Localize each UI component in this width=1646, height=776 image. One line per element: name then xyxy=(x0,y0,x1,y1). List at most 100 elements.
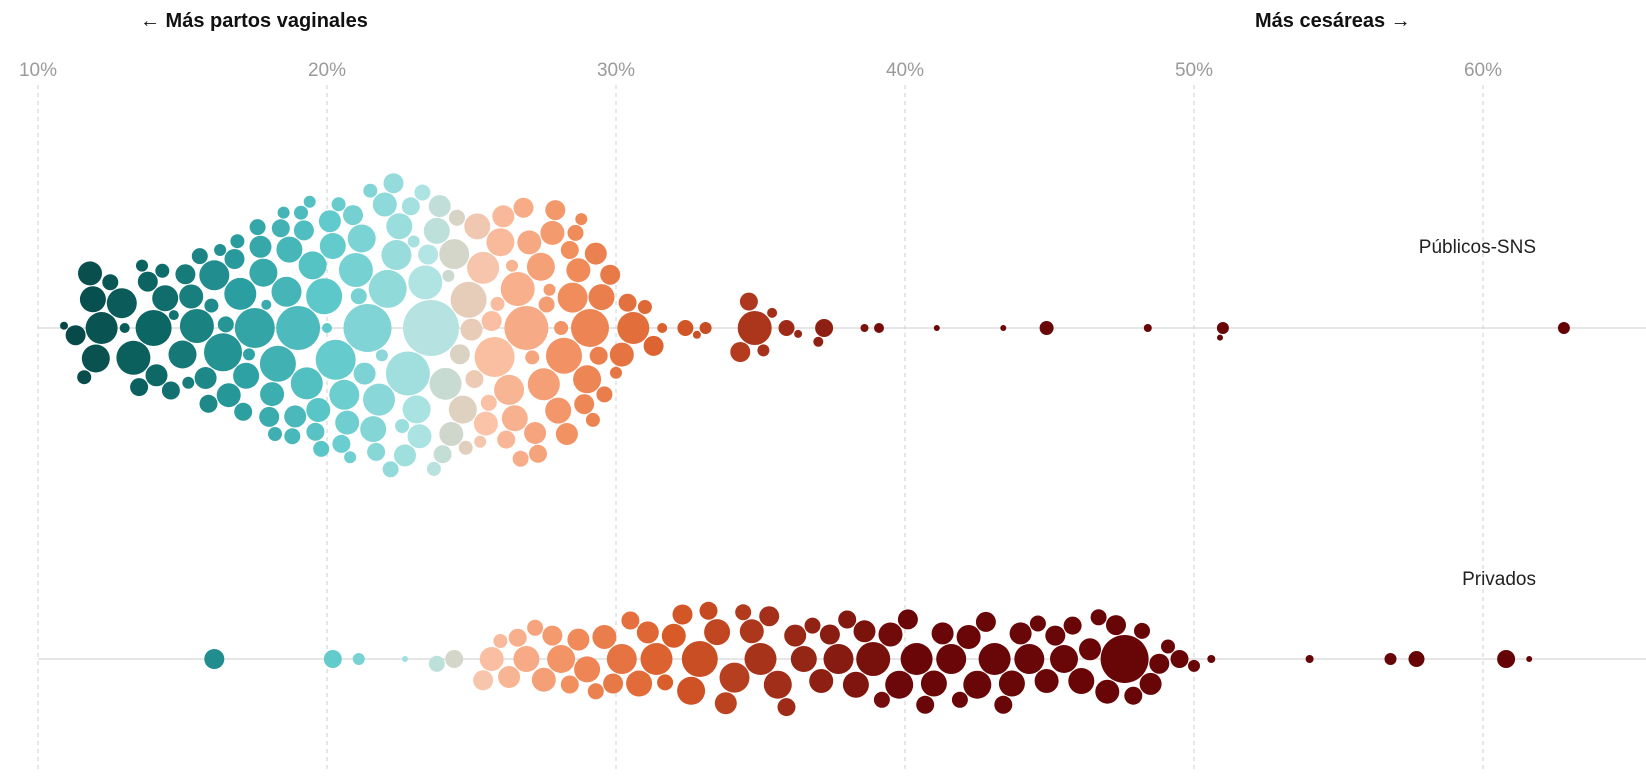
data-point xyxy=(637,300,652,314)
data-point xyxy=(739,292,758,311)
data-point xyxy=(1139,672,1162,695)
data-point xyxy=(473,411,498,436)
data-point xyxy=(293,220,314,241)
data-point xyxy=(524,422,547,444)
data-point xyxy=(306,422,325,441)
data-point xyxy=(418,244,439,265)
data-point xyxy=(480,394,497,411)
data-point xyxy=(1216,322,1229,334)
data-point xyxy=(860,324,869,332)
data-point xyxy=(217,316,234,333)
data-point xyxy=(449,344,470,365)
data-point xyxy=(224,277,257,310)
data-point xyxy=(567,224,584,241)
data-point xyxy=(322,323,332,333)
data-point xyxy=(179,309,214,343)
data-point xyxy=(298,251,327,280)
data-point xyxy=(681,641,718,677)
data-point xyxy=(1063,616,1082,635)
data-point xyxy=(531,667,556,692)
data-point xyxy=(216,383,241,408)
data-point xyxy=(592,625,617,649)
data-point xyxy=(481,311,502,331)
data-point xyxy=(306,398,331,422)
data-point xyxy=(603,673,624,694)
data-point xyxy=(116,340,151,375)
data-point xyxy=(672,604,693,625)
data-point xyxy=(155,263,170,278)
data-point xyxy=(1207,655,1216,663)
data-point xyxy=(318,210,341,233)
data-point xyxy=(77,370,92,385)
data-point xyxy=(79,286,106,313)
data-point xyxy=(956,625,981,649)
data-point xyxy=(407,235,420,248)
data-point xyxy=(368,269,407,308)
data-point xyxy=(588,284,615,311)
data-point xyxy=(363,183,378,198)
data-point xyxy=(249,235,272,258)
data-point xyxy=(1034,669,1059,693)
series-label: Privados xyxy=(1462,569,1536,590)
data-point xyxy=(494,374,525,405)
data-point xyxy=(182,376,195,389)
data-point xyxy=(513,646,540,672)
data-point xyxy=(315,339,356,380)
data-point xyxy=(543,283,556,296)
data-point xyxy=(560,675,579,694)
data-point xyxy=(465,370,484,389)
data-point xyxy=(600,264,621,285)
x-tick-label: 30% xyxy=(597,60,635,81)
data-point xyxy=(276,306,321,350)
data-point xyxy=(542,625,563,646)
data-point xyxy=(268,427,282,441)
data-point xyxy=(106,288,137,319)
data-point xyxy=(1050,645,1078,673)
data-point xyxy=(500,272,535,306)
data-point xyxy=(526,252,555,281)
data-point xyxy=(790,646,817,672)
data-point xyxy=(936,644,967,674)
data-point xyxy=(527,619,544,636)
data-point xyxy=(395,419,410,433)
data-point xyxy=(1149,653,1170,674)
x-tick-label: 60% xyxy=(1464,60,1502,81)
data-point xyxy=(931,622,954,645)
data-point xyxy=(636,621,659,644)
data-point xyxy=(168,310,179,321)
data-point xyxy=(375,349,388,362)
data-point xyxy=(704,619,731,646)
data-point xyxy=(730,342,751,362)
data-point xyxy=(385,351,430,396)
data-point xyxy=(1384,653,1397,665)
data-point xyxy=(878,622,903,647)
data-point xyxy=(381,240,412,270)
data-point xyxy=(493,634,508,648)
data-point xyxy=(508,628,527,647)
data-point xyxy=(1217,334,1223,341)
direction-label-left: ← Más partos vaginales xyxy=(140,10,368,32)
data-point xyxy=(661,623,686,648)
data-point xyxy=(439,239,470,270)
data-point xyxy=(234,402,253,421)
data-point xyxy=(838,610,857,629)
data-point xyxy=(573,365,602,394)
data-point xyxy=(677,320,694,336)
data-point xyxy=(512,450,529,467)
data-point xyxy=(525,350,540,365)
data-point xyxy=(277,206,290,219)
data-point xyxy=(402,656,408,662)
data-point xyxy=(1068,668,1095,694)
data-point xyxy=(1045,625,1066,646)
data-point xyxy=(575,213,588,226)
data-point xyxy=(1497,650,1516,668)
data-point xyxy=(714,692,737,715)
data-point xyxy=(744,643,777,675)
data-point xyxy=(445,650,464,668)
series-label: Públicos-SNS xyxy=(1419,237,1536,258)
data-point xyxy=(249,219,266,236)
data-point xyxy=(767,307,778,318)
series-1 xyxy=(204,601,1533,717)
data-point xyxy=(1557,322,1570,334)
x-tick-label: 50% xyxy=(1175,60,1213,81)
